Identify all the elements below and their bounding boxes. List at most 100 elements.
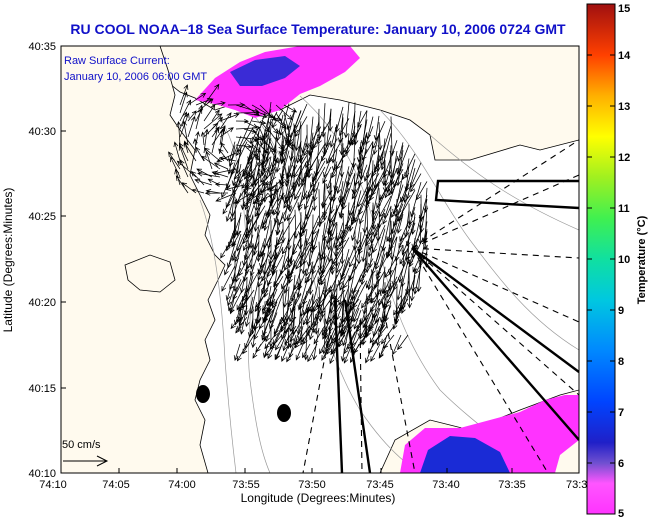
- current-vector-arrow: [358, 132, 368, 156]
- current-vector-arrow: [358, 222, 374, 255]
- current-vector-arrow: [316, 289, 332, 308]
- current-vector-arrow: [329, 343, 339, 365]
- current-vector-arrow: [176, 160, 197, 178]
- current-vector-arrow: [243, 168, 253, 180]
- current-vector-arrow: [374, 307, 381, 325]
- current-vector-arrow: [365, 126, 374, 146]
- current-vector-arrow: [253, 192, 277, 204]
- current-vector-arrow: [294, 116, 308, 138]
- current-vector-arrow: [255, 289, 269, 308]
- current-vector-arrow: [283, 160, 290, 184]
- current-vector-arrow: [266, 246, 284, 278]
- y-tick-label: 40:25: [28, 211, 56, 223]
- current-vector-arrow: [334, 230, 344, 249]
- current-vector-arrow: [367, 173, 380, 193]
- current-vector-arrow: [302, 343, 311, 359]
- scale-label: 50 cm/s: [62, 439, 101, 451]
- current-vector-arrow: [243, 234, 254, 261]
- current-vector-arrow: [225, 227, 236, 252]
- current-vector-arrow: [213, 162, 229, 170]
- current-vector-arrow: [211, 101, 226, 106]
- current-vector-arrow: [359, 325, 367, 340]
- current-vector-arrow: [364, 343, 374, 364]
- current-vector-arrow: [419, 199, 428, 234]
- current-vector-arrow: [275, 104, 293, 121]
- current-vector-arrow: [241, 289, 255, 309]
- current-vector-arrow: [173, 141, 181, 162]
- current-vector-arrow: [310, 160, 326, 188]
- current-vector-arrow: [221, 167, 236, 199]
- current-vector-arrow: [258, 250, 272, 276]
- current-vector-arrow: [241, 176, 253, 189]
- current-vector-arrow: [406, 203, 412, 230]
- current-vector-arrow: [378, 343, 388, 359]
- current-vector-arrow: [266, 298, 276, 313]
- current-vector-arrow: [249, 250, 260, 277]
- current-vector-arrow: [242, 192, 261, 207]
- current-vector-arrow: [195, 98, 214, 114]
- legend-line-2: January 10, 2006 06:00 GMT: [64, 71, 207, 83]
- current-vector-arrow: [307, 166, 326, 198]
- current-vector-arrow: [379, 125, 392, 162]
- current-vector-arrow: [228, 279, 242, 312]
- current-vector-arrow: [343, 343, 353, 364]
- current-vector-arrow: [343, 331, 356, 355]
- current-vector-arrow: [321, 343, 332, 361]
- current-vector-arrow: [288, 284, 302, 323]
- current-vector-arrow: [256, 184, 277, 195]
- current-vector-arrow: [424, 244, 430, 268]
- current-vector-arrow: [236, 127, 254, 157]
- current-vector-arrow: [295, 343, 304, 361]
- current-vector-arrow: [361, 234, 368, 263]
- current-vector-arrow: [259, 120, 270, 133]
- current-vector-arrow: [381, 212, 392, 252]
- current-vector-arrow: [396, 150, 404, 187]
- current-vector-arrow: [358, 164, 368, 187]
- current-vector-arrow: [370, 343, 381, 362]
- current-vector-arrow: [419, 195, 428, 221]
- current-vector-arrow: [418, 229, 428, 268]
- current-vector-arrow: [345, 289, 353, 309]
- current-vector-arrow: [319, 187, 338, 225]
- current-vector-arrow: [337, 113, 344, 144]
- colorbar-tick-label: 15: [618, 3, 630, 15]
- current-vector-arrow: [297, 214, 303, 250]
- current-vector-arrow: [395, 298, 409, 316]
- scale-arrow: [63, 455, 109, 467]
- current-vector-arrow: [302, 228, 320, 265]
- current-vector-arrow: [357, 173, 374, 208]
- current-vector-arrow: [313, 143, 320, 177]
- current-vector-arrow: [232, 273, 248, 301]
- colorbar-tick-label: 10: [618, 254, 630, 266]
- x-tick-label: 74:05: [102, 479, 130, 491]
- current-vector-arrow: [359, 258, 374, 283]
- current-vector-arrow: [261, 160, 269, 176]
- current-vector-arrow: [260, 168, 269, 184]
- current-vector-arrow: [401, 222, 416, 256]
- current-vector-arrow: [313, 296, 326, 327]
- current-vector-arrow: [230, 292, 242, 314]
- current-vector-arrow: [349, 298, 360, 312]
- current-vector-arrow: [312, 182, 320, 203]
- current-vector-arrow: [299, 280, 314, 310]
- current-vector-arrow: [342, 125, 362, 159]
- current-vector-arrow: [241, 270, 260, 302]
- current-vector-arrow: [233, 192, 253, 204]
- current-vector-arrow: [278, 150, 290, 186]
- current-vector-arrow: [269, 160, 277, 177]
- current-vector-arrow: [269, 176, 285, 192]
- current-vector-arrow: [298, 190, 308, 209]
- current-vector-arrow: [307, 343, 318, 363]
- current-vector-arrow: [405, 232, 422, 261]
- current-vector-arrow: [396, 275, 404, 301]
- current-vector-arrow: [334, 289, 346, 304]
- current-vector-arrow: [299, 207, 314, 239]
- radar-dashed-lines: [302, 139, 579, 473]
- current-vector-arrow: [371, 158, 380, 178]
- current-vector-arrow: [191, 188, 205, 194]
- current-vector-arrow: [168, 151, 181, 170]
- current-vector-arrow: [176, 120, 182, 146]
- current-vector-arrow: [367, 316, 381, 333]
- current-vector-arrow: [325, 334, 332, 350]
- current-vector-arrow: [339, 166, 350, 202]
